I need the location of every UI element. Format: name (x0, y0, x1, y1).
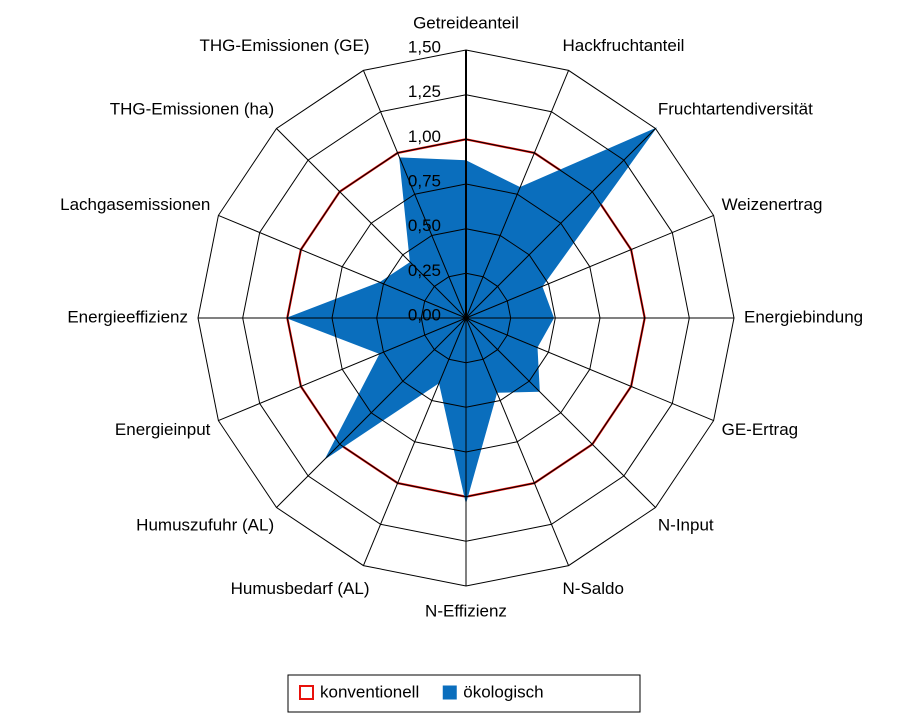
category-label: Energieinput (115, 420, 211, 439)
category-label: Humuszufuhr (AL) (136, 515, 274, 534)
category-label: Energiebindung (744, 307, 863, 326)
legend-swatch (299, 685, 314, 700)
category-label: N-Input (658, 515, 714, 534)
spoke (218, 317, 467, 422)
spoke (362, 317, 467, 566)
category-label: Fruchtartendiversität (658, 100, 813, 119)
category-label: Hackfruchtanteil (563, 36, 685, 55)
y-tick-label: 0,00 (408, 305, 441, 324)
spoke (276, 128, 467, 319)
category-label: Getreideanteil (413, 13, 519, 32)
category-label: THG-Emissionen (GE) (199, 36, 369, 55)
category-label: THG-Emissionen (ha) (110, 100, 274, 119)
category-label: Weizenertrag (722, 195, 823, 214)
category-label: Energieeffizienz (67, 307, 188, 326)
y-tick-label: 0,75 (408, 171, 441, 190)
spoke (362, 70, 467, 319)
category-label: Humusbedarf (AL) (231, 579, 370, 598)
spoke (465, 128, 656, 319)
y-tick-label: 0,25 (408, 261, 441, 280)
spoke (465, 70, 570, 319)
spoke (465, 317, 656, 508)
spoke (465, 317, 714, 422)
legend-swatch (442, 685, 457, 700)
legend-label: ökologisch (463, 682, 543, 701)
category-label: N-Saldo (563, 579, 624, 598)
category-label: Lachgasemissionen (60, 195, 210, 214)
category-label: GE-Ertrag (722, 420, 799, 439)
spoke (276, 317, 467, 508)
spoke (465, 214, 714, 319)
category-label: N-Effizienz (425, 601, 507, 620)
y-tick-label: 1,50 (408, 37, 441, 56)
legend-box (287, 674, 641, 713)
legend-label: konventionell (320, 682, 419, 701)
y-tick-label: 1,25 (408, 82, 441, 101)
y-tick-label: 0,50 (408, 216, 441, 235)
y-tick-label: 1,00 (408, 127, 441, 146)
spoke (218, 214, 467, 319)
spoke (465, 317, 570, 566)
